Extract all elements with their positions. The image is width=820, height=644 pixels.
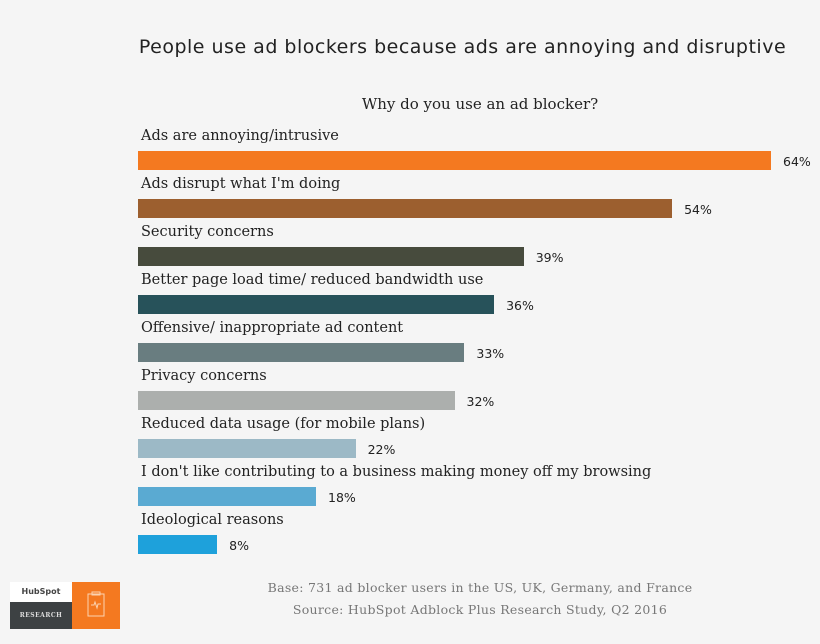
value-label: 8% (229, 538, 249, 553)
bar (138, 487, 317, 506)
clipboard-pulse-icon (72, 582, 120, 629)
hubspot-research-logo: HubSpot RESEARCH (10, 582, 120, 629)
value-label: 33% (476, 346, 505, 361)
category-label: Better page load time/ reduced bandwidth… (141, 272, 484, 288)
category-label: Offensive/ inappropriate ad content (141, 320, 404, 336)
category-label: I don't like contributing to a business … (141, 464, 652, 480)
value-label: 32% (466, 394, 495, 409)
bar (138, 343, 465, 362)
category-label: Ads disrupt what I'm doing (141, 176, 341, 192)
value-label: 18% (328, 490, 356, 505)
category-label: Privacy concerns (141, 368, 267, 384)
category-label: Ideological reasons (141, 512, 284, 528)
source-note: Source: HubSpot Adblock Plus Research St… (292, 602, 668, 617)
value-label: 64% (783, 154, 811, 169)
bar (138, 535, 218, 554)
bar (138, 151, 771, 170)
logo-label: RESEARCH (10, 602, 72, 629)
bar (138, 439, 356, 458)
value-label: 54% (684, 202, 712, 217)
category-label: Reduced data usage (for mobile plans) (141, 416, 426, 432)
bar (138, 199, 673, 218)
category-label: Security concerns (141, 224, 274, 240)
category-label: Ads are annoying/intrusive (141, 128, 339, 144)
logo-brand: HubSpot (10, 582, 72, 602)
base-note: Base: 731 ad blocker users in the US, UK… (267, 580, 693, 595)
chart-subtitle: Why do you use an ad blocker? (361, 95, 599, 113)
value-label: 39% (535, 250, 564, 265)
bar (138, 295, 495, 314)
bar (138, 391, 455, 410)
value-label: 36% (506, 298, 534, 313)
chart-title: People use ad blockers because ads are a… (138, 36, 787, 58)
bar (138, 247, 524, 266)
value-label: 22% (367, 442, 396, 457)
